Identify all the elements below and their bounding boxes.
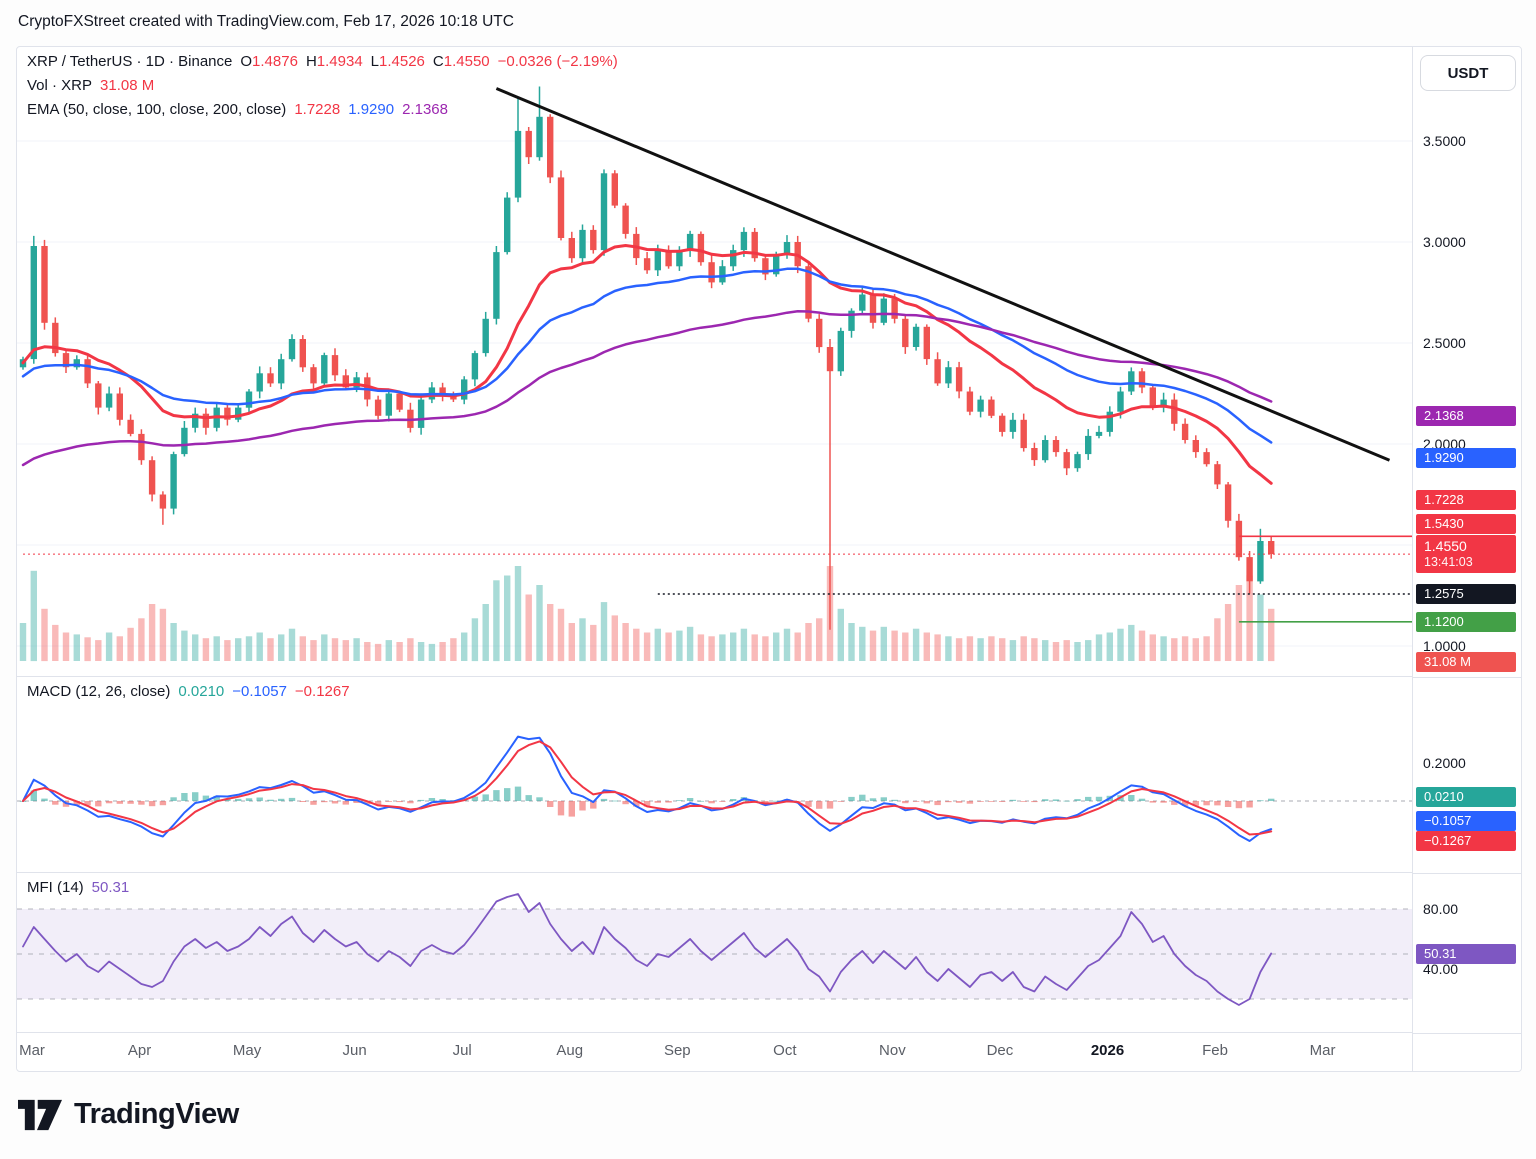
macd-axis-chip: −0.1057 [1416,811,1516,832]
bar-close-countdown: 13:41:03 [1424,555,1473,570]
mfi-axis-label: 40.00 [1423,961,1459,977]
chart-frame: XRP / TetherUS · 1D · Binance O1.4876 H1… [16,46,1522,1072]
time-axis-label: Oct [773,1042,797,1059]
mfi-pane-canvas[interactable] [17,873,1412,1033]
price-pane-canvas[interactable] [17,47,1412,677]
current-price-chip: 1.4550 13:41:03 [1416,535,1516,574]
time-axis-label: Mar [19,1042,45,1059]
price-axis-label: 2.0000 [1423,436,1466,452]
pane-separator [1413,677,1521,678]
panes: XRP / TetherUS · 1D · Binance O1.4876 H1… [17,47,1412,1071]
macd-axis-chip: 0.0210 [1416,787,1516,807]
price-axis-label: 3.0000 [1423,234,1466,250]
pane-separator [1413,873,1521,874]
time-axis-label: Aug [556,1042,584,1059]
time-axis-label: Mar [1309,1042,1336,1059]
mfi-axis-label: 80.00 [1423,901,1459,917]
price-axis-chip: 1.5430 [1416,514,1516,535]
time-axis-label: Sep [663,1042,691,1059]
mfi-axis-chip: 50.31 [1416,943,1516,964]
time-axis-label: Feb [1202,1042,1228,1059]
price-axis-chip: 2.1368 [1416,406,1516,427]
price-pane[interactable]: XRP / TetherUS · 1D · Binance O1.4876 H1… [17,47,1412,677]
currency-toggle-button[interactable]: USDT [1420,55,1516,91]
price-scale-column[interactable]: USDT 3.5000 3.0000 2.5000 2.0000 1.0000 2.136… [1412,47,1521,1071]
time-axis-label: Jul [452,1042,472,1059]
time-axis-label: 2026 [1090,1042,1125,1059]
macd-axis-chip: −0.1267 [1416,831,1516,852]
macd-pane[interactable]: MACD (12, 26, close) 0.0210 −0.1057 −0.1… [17,677,1412,873]
price-axis-chip: 1.2575 [1416,583,1516,604]
current-price-value: 1.4550 [1424,538,1467,555]
tradingview-logo-link[interactable]: TradingView [18,1098,239,1131]
volume-axis-chip: 31.08 M [1416,652,1516,672]
tradingview-logo-icon [18,1099,62,1130]
price-axis-chip: 1.9290 [1416,448,1516,469]
price-axis-label: 3.5000 [1423,133,1466,149]
time-axis-label: Jun [342,1042,367,1059]
tradingview-brand-text: TradingView [74,1098,239,1130]
credit-line: CryptoFXStreet created with TradingView.… [18,13,514,30]
price-axis-chip: 1.1200 [1416,611,1516,632]
price-axis-label: 2.5000 [1423,335,1466,351]
time-axis-label: Dec [986,1042,1014,1059]
pane-separator [1413,1033,1521,1034]
time-axis-label: Apr [127,1042,152,1059]
macd-axis-label: 0.2000 [1423,755,1466,771]
price-axis-label: 1.0000 [1423,638,1466,654]
mfi-pane[interactable]: MFI (14) 50.31 [17,873,1412,1033]
time-axis-label: Nov [879,1042,906,1059]
price-axis-chip: 1.7228 [1416,489,1516,510]
macd-pane-canvas[interactable] [17,677,1412,873]
time-axis-label: May [232,1042,262,1059]
time-axis[interactable]: Mar Apr May Jun Jul Aug Sep Oct Nov Dec 2026 Feb Mar [17,1033,1412,1069]
footer: TradingView [18,1098,1536,1131]
